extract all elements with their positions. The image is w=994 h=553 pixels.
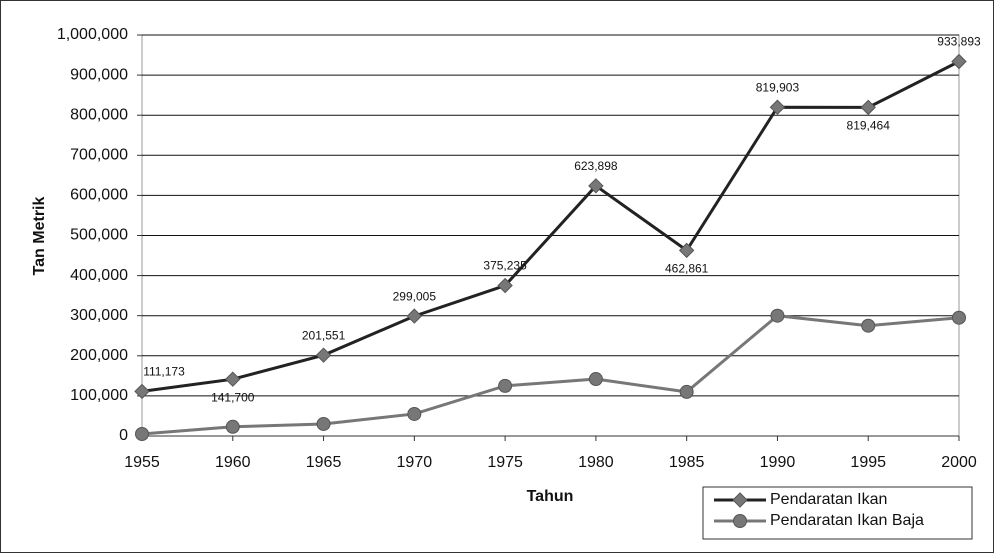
marker bbox=[679, 384, 694, 399]
y-tick-label: 0 bbox=[119, 427, 128, 444]
x-tick-label: 1975 bbox=[487, 454, 523, 471]
marker bbox=[498, 378, 513, 393]
x-tick-label: 1970 bbox=[397, 454, 433, 471]
data-label: 375,235 bbox=[483, 259, 527, 273]
x-tick-label: 1955 bbox=[124, 454, 160, 471]
x-tick-label: 1985 bbox=[669, 454, 705, 471]
marker bbox=[860, 99, 876, 116]
legend-label: Pendaratan Ikan bbox=[770, 491, 887, 508]
marker bbox=[225, 371, 241, 387]
marker bbox=[770, 308, 785, 323]
marker bbox=[225, 419, 240, 434]
data-label: 819,464 bbox=[847, 119, 891, 133]
x-tick-label: 2000 bbox=[941, 454, 977, 471]
marker bbox=[951, 53, 967, 70]
marker bbox=[678, 242, 695, 259]
marker bbox=[588, 372, 603, 387]
data-label: 111,173 bbox=[143, 365, 185, 379]
data-label: 623,898 bbox=[574, 159, 618, 173]
marker bbox=[315, 347, 332, 363]
y-tick-label: 300,000 bbox=[70, 307, 128, 324]
y-tick-label: 1,000,000 bbox=[57, 26, 128, 43]
series-line bbox=[141, 314, 960, 436]
marker bbox=[407, 406, 422, 421]
data-label: 462,861 bbox=[665, 262, 709, 276]
x-tick-label: 1990 bbox=[760, 454, 796, 471]
y-tick-label: 100,000 bbox=[70, 387, 128, 404]
marker bbox=[135, 426, 149, 441]
legend-label: Pendaratan Ikan Baja bbox=[770, 512, 924, 529]
data-label: 819,903 bbox=[756, 80, 800, 94]
data-label: 299,005 bbox=[393, 289, 437, 303]
x-tick-label: 1965 bbox=[306, 454, 342, 471]
y-tick-label: 200,000 bbox=[70, 347, 128, 364]
marker bbox=[769, 99, 786, 115]
y-tick-label: 600,000 bbox=[70, 187, 128, 204]
marker bbox=[134, 383, 150, 400]
y-tick-label: 400,000 bbox=[70, 267, 128, 284]
y-tick-label: 700,000 bbox=[70, 147, 128, 164]
y-axis-title: Tan Metrik bbox=[31, 196, 48, 275]
y-tick-label: 900,000 bbox=[70, 66, 128, 83]
marker bbox=[406, 308, 423, 324]
y-tick-label: 800,000 bbox=[70, 106, 128, 123]
marker bbox=[588, 178, 604, 194]
x-axis-title: Tahun bbox=[527, 488, 574, 505]
legend-marker bbox=[733, 514, 747, 528]
data-label: 933,893 bbox=[937, 35, 981, 49]
marker bbox=[861, 318, 876, 333]
data-label: 201,551 bbox=[302, 328, 346, 342]
x-tick-label: 1995 bbox=[850, 454, 886, 471]
x-tick-label: 1980 bbox=[578, 454, 614, 471]
marker bbox=[316, 416, 331, 431]
series-line bbox=[141, 60, 960, 393]
x-tick-label: 1960 bbox=[215, 454, 251, 471]
marker bbox=[497, 277, 513, 294]
legend bbox=[702, 486, 973, 540]
y-tick-label: 500,000 bbox=[70, 227, 128, 244]
marker bbox=[952, 310, 966, 325]
data-label: 141,700 bbox=[211, 390, 255, 404]
legend-marker bbox=[732, 492, 748, 508]
